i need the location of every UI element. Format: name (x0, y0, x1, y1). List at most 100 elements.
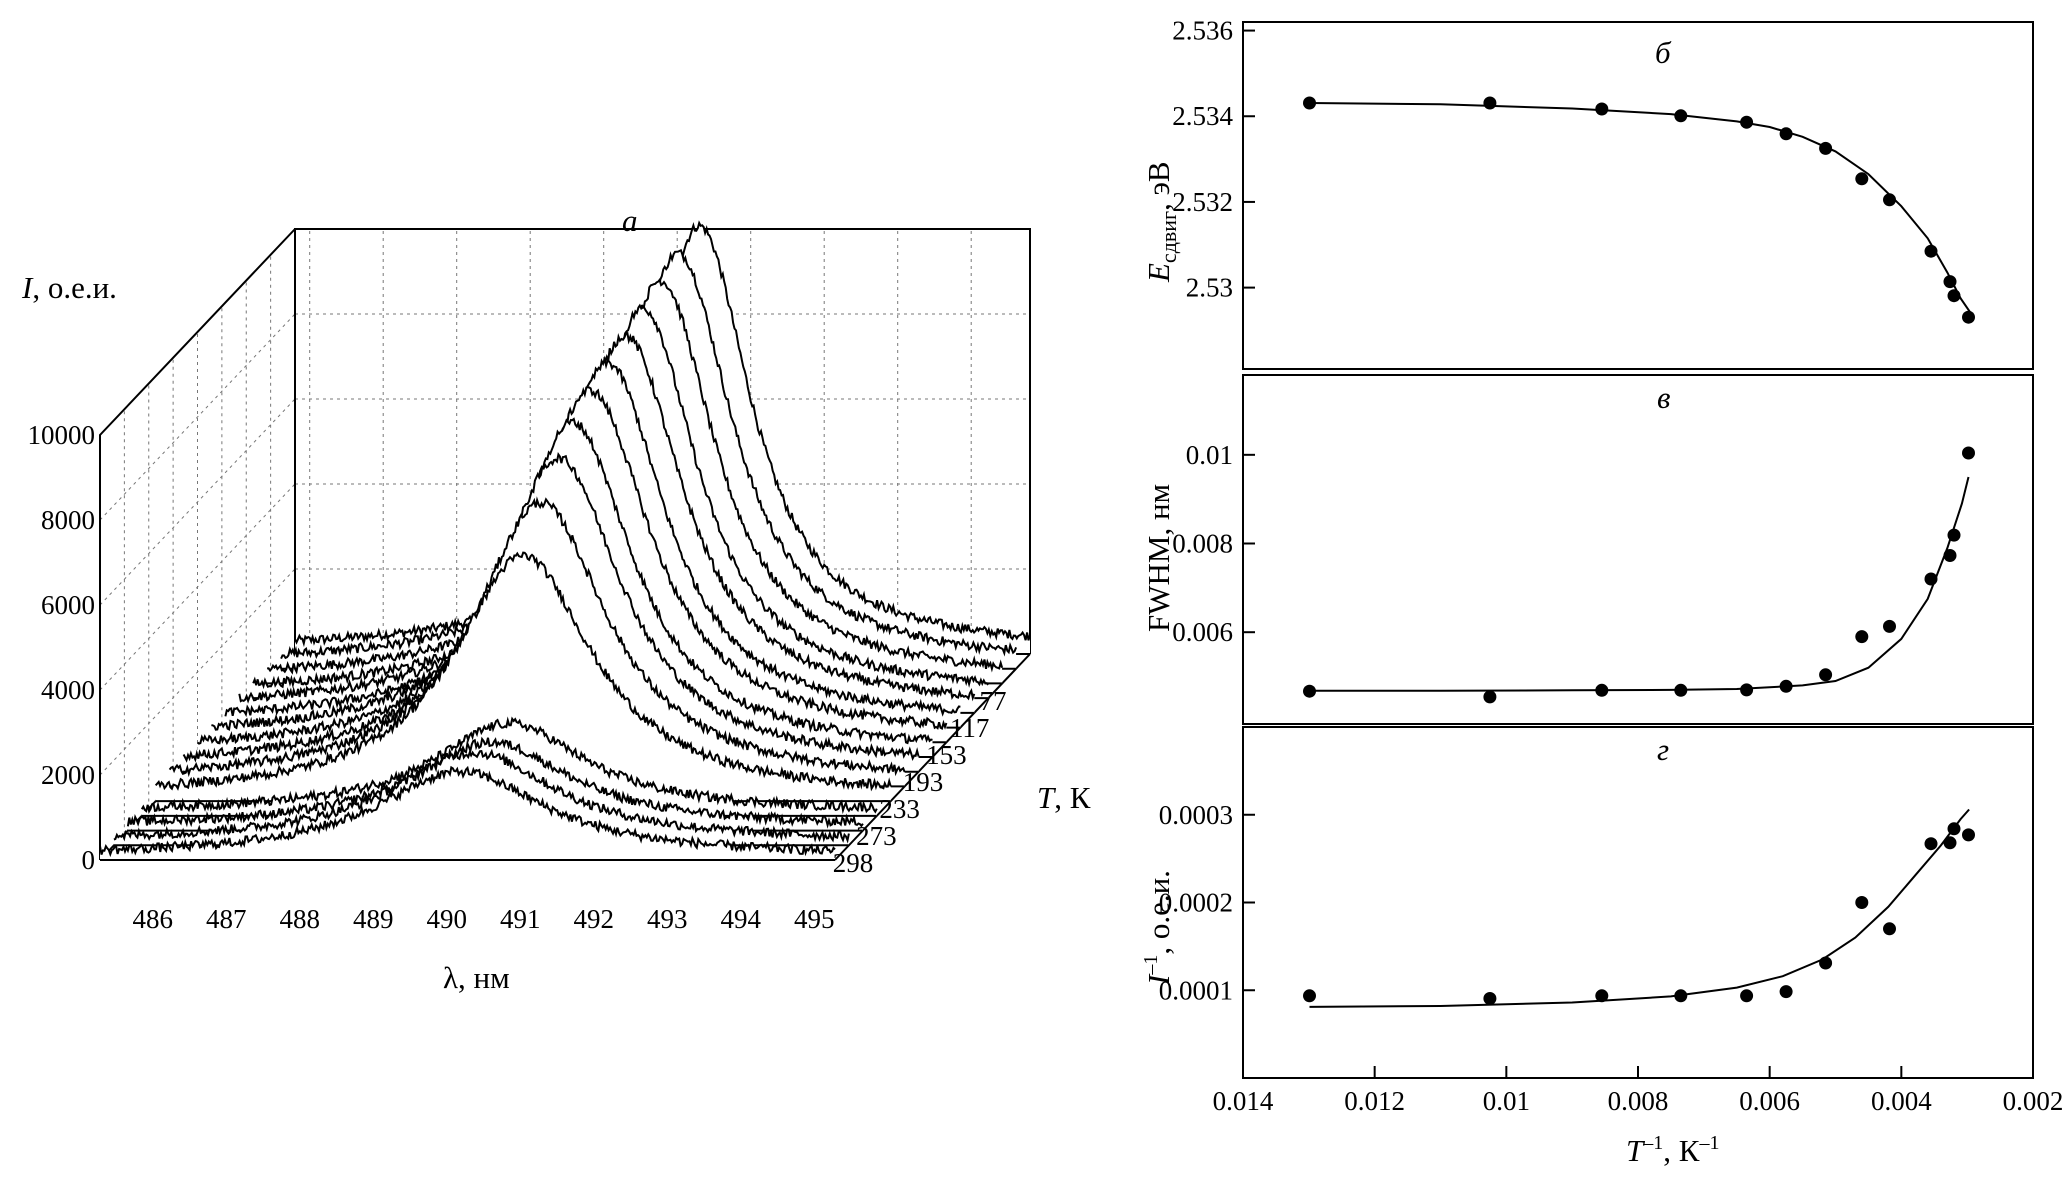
inverse-temperature-axis-symbol: T (1626, 1133, 1646, 1168)
inverse-intensity-fit-curve (1309, 808, 1970, 1008)
intensity-axis-label: I, о.е.и. (21, 270, 117, 305)
temperature-tick-label: 193 (903, 767, 944, 797)
intensity-axis-unit: , о.е.и. (32, 270, 117, 305)
energy-shift-data-point (1674, 109, 1688, 123)
temperature-tick-label: 153 (926, 740, 967, 770)
fwhm-frame (1242, 374, 2034, 725)
inverse-temperature-tick-label: 0.006 (1739, 1086, 1800, 1116)
spectrum-curve (168, 496, 906, 778)
inverse-intensity-axis-unit: , о.е.и. (1141, 870, 1176, 955)
fwhm-fit-curve (1309, 476, 1970, 692)
temperature-tick-label: 298 (833, 848, 874, 878)
intensity-tick-label: 4000 (41, 675, 95, 705)
spectrum-curve (196, 417, 933, 746)
energy-shift-data-point (1483, 96, 1497, 110)
spectra-curves (99, 220, 1031, 861)
fwhm-data-point (1962, 446, 1975, 460)
inverse-intensity-axis-symbol: I (1141, 973, 1176, 986)
energy-shift-points (1303, 96, 1975, 324)
temperature-tick-label: 117 (950, 713, 990, 743)
wavelength-tick-labels: 486 487 488 489 490 491 492 493 494 495 (132, 904, 834, 934)
wavelength-tick-label: 486 (132, 904, 173, 934)
energy-shift-data-point (1740, 115, 1754, 129)
energy-shift-data-point (1819, 141, 1833, 155)
spectrum-curve (224, 355, 961, 718)
panel-c-label: в (1657, 380, 1670, 415)
fwhm-ticks: 0.006 0.008 0.01 (1172, 440, 1255, 647)
inverse-intensity-data-point (1943, 836, 1957, 850)
fwhm-data-point (1883, 619, 1896, 633)
inverse-intensity-axis-superscript: –1 (1140, 955, 1162, 976)
fwhm-data-point (1303, 684, 1316, 698)
energy-shift-ticks: 2.53 2.532 2.534 2.536 (1172, 16, 1255, 303)
side-wall-frame (99, 228, 296, 860)
energy-shift-data-point (1924, 244, 1938, 258)
energy-shift-data-point (1962, 310, 1975, 324)
spectrum-curve (211, 386, 948, 731)
fwhm-y-tick-label: 0.01 (1186, 440, 1233, 470)
inverse-intensity-axis-label: I–1, о.е.и. (1140, 870, 1176, 986)
inverse-intensity-data-point (1819, 956, 1833, 970)
energy-shift-panel: 2.53 2.532 2.534 2.536 б Eсдвиг, эВ (1141, 16, 2034, 370)
intensity-axis-symbol: I (21, 270, 34, 305)
wavelength-tick-label: 495 (794, 904, 835, 934)
wavelength-axis-label: λ, нм (443, 960, 510, 995)
energy-shift-data-point (1947, 289, 1961, 303)
fwhm-data-point (1855, 630, 1869, 644)
inverse-intensity-data-point (1595, 989, 1609, 1003)
inverse-intensity-data-point (1947, 822, 1961, 836)
inverse-intensity-data-point (1924, 837, 1938, 851)
wavelength-tick-label: 491 (500, 904, 541, 934)
inverse-intensity-y-tick-label: 0.0002 (1159, 888, 1233, 918)
inverse-temperature-tick-label: 0.002 (2003, 1086, 2064, 1116)
spectrum-curve (154, 551, 892, 792)
energy-shift-axis-unit: , эВ (1141, 161, 1176, 210)
temperature-tick-label: 233 (879, 794, 920, 824)
energy-shift-axis-label: Eсдвиг, эВ (1141, 161, 1181, 283)
energy-shift-data-point (1303, 96, 1316, 110)
fwhm-y-tick-label: 0.008 (1172, 529, 1233, 559)
energy-shift-axis-subscript: сдвиг (1156, 211, 1181, 263)
energy-shift-data-point (1779, 127, 1793, 141)
wavelength-tick-label: 487 (206, 904, 247, 934)
spectrum-curve (182, 452, 920, 763)
fwhm-data-point (1819, 668, 1833, 682)
temperature-axis-label: T, К (1037, 780, 1091, 815)
inverse-intensity-ticks: 0.0001 0.0002 0.0003 0.014 0.012 0.01 0.008 0.0… (1159, 800, 2064, 1116)
back-wall-frame (294, 228, 1031, 654)
energy-shift-data-point (1943, 275, 1957, 289)
inverse-temperature-axis-superscript: –1 (1642, 1132, 1663, 1154)
inverse-temperature-tick-label: 0.004 (1871, 1086, 1932, 1116)
energy-shift-y-tick-label: 2.534 (1172, 101, 1233, 131)
inverse-intensity-data-point (1674, 989, 1688, 1003)
fwhm-data-point (1483, 690, 1497, 704)
energy-shift-y-tick-label: 2.53 (1186, 273, 1233, 303)
panel-b-label: б (1655, 35, 1672, 70)
wavelength-tick-label: 493 (647, 904, 688, 934)
intensity-tick-label: 0 (82, 845, 96, 875)
energy-shift-frame (1242, 21, 2034, 370)
spectrum-curve (113, 747, 850, 844)
inverse-intensity-data-point (1779, 985, 1793, 999)
energy-shift-y-tick-label: 2.536 (1172, 16, 1233, 46)
inverse-temperature-tick-label: 0.014 (1213, 1086, 1274, 1116)
energy-shift-data-point (1855, 172, 1869, 186)
fwhm-data-point (1943, 549, 1957, 562)
wavelength-tick-label: 488 (279, 904, 320, 934)
inverse-temperature-axis-unit: , К (1663, 1133, 1700, 1168)
inverse-temperature-tick-label: 0.008 (1608, 1086, 1669, 1116)
inverse-intensity-y-tick-label: 0.0001 (1159, 975, 1233, 1005)
spectrum-fill (155, 552, 891, 802)
fwhm-y-tick-label: 0.006 (1172, 617, 1233, 647)
energy-shift-axis-symbol: E (1141, 263, 1176, 283)
spectrum-curve (99, 765, 836, 858)
fwhm-data-point (1779, 679, 1793, 693)
wavelength-tick-label: 492 (573, 904, 614, 934)
intensity-tick-labels: 0 2000 4000 6000 8000 10000 (28, 420, 96, 875)
intensity-tick-label: 10000 (28, 420, 96, 450)
spectrum-curve (140, 716, 878, 815)
fwhm-data-point (1924, 572, 1938, 586)
fwhm-points (1303, 446, 1975, 704)
